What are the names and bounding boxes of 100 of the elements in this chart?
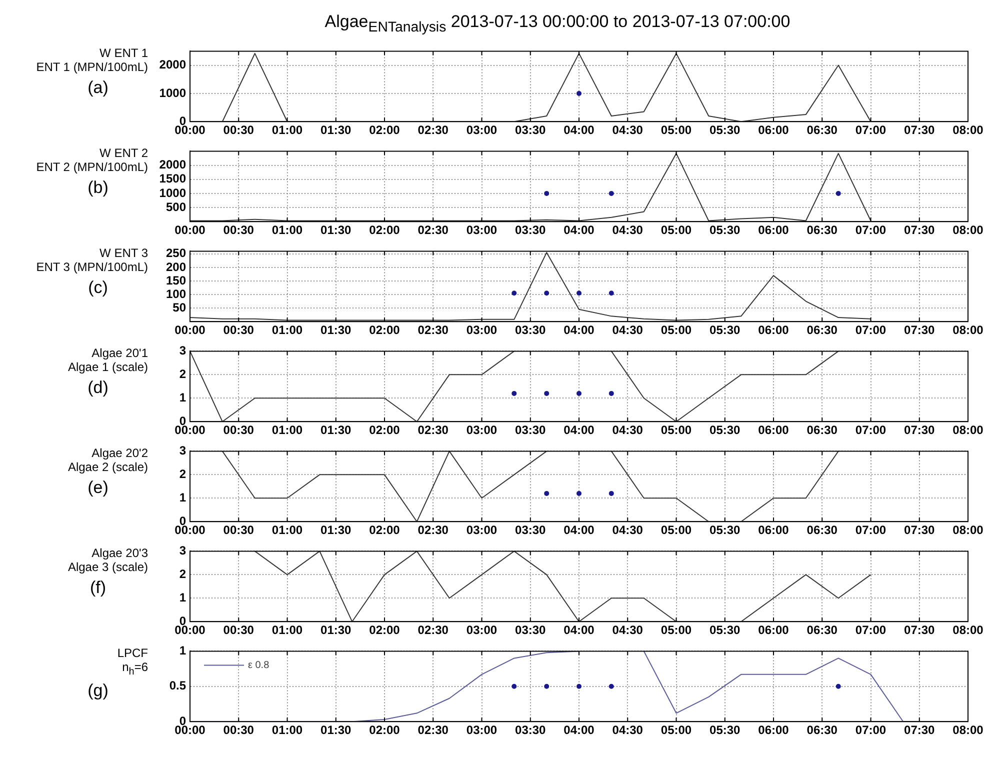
x-tick-label: 03:00 [466, 223, 498, 238]
x-tick-label: 05:30 [710, 523, 741, 538]
x-tick-label: 02:00 [369, 423, 400, 438]
x-tick-label: 08:00 [952, 623, 984, 638]
x-tick-label: 06:30 [806, 223, 838, 238]
x-tick-label: 01:30 [320, 123, 352, 138]
x-tick-label: 06:00 [758, 523, 790, 538]
x-tick-label: 03:30 [515, 523, 546, 538]
x-tick-label: 03:00 [466, 523, 498, 538]
x-tick-label: 06:00 [758, 623, 790, 638]
text: (e) [86, 478, 110, 498]
x-tick-label: 07:00 [855, 223, 886, 238]
x-tick-label: 06:00 [758, 223, 790, 238]
x-tick-label: 01:30 [320, 423, 352, 438]
x-tick-label: 02:00 [369, 523, 400, 538]
y-tick-label: 1500 [159, 172, 186, 186]
x-tick-label: 00:30 [223, 423, 254, 438]
x-tick-label: 08:00 [952, 723, 984, 738]
x-tick-label: 06:30 [806, 123, 838, 138]
x-tick-label: 07:00 [855, 523, 886, 538]
x-tick-label: 04:00 [564, 223, 595, 238]
x-tick-label: 04:00 [564, 623, 595, 638]
x-tick-label: 01:00 [272, 723, 303, 738]
x-tick-label: 05:00 [660, 723, 692, 738]
x-tick-label: 02:30 [418, 623, 449, 638]
x-tick-label: 03:00 [466, 723, 498, 738]
x-tick-label: 00:30 [223, 623, 254, 638]
x-tick-label: 07:30 [904, 223, 936, 238]
y-tick-label: 3 [179, 344, 186, 358]
x-tick-label: 02:00 [369, 223, 400, 238]
y-tick-label: 1 [179, 490, 186, 504]
x-tick-label: 04:30 [612, 123, 644, 138]
x-tick-label: 01:00 [272, 423, 303, 438]
x-tick-label: 04:30 [612, 623, 644, 638]
x-tick-label: 03:30 [515, 623, 546, 638]
x-tick-label: 01:30 [320, 723, 352, 738]
x-tick-label: 01:00 [272, 523, 303, 538]
x-tick-label: 07:00 [855, 323, 886, 338]
x-tick-label: 07:30 [904, 123, 936, 138]
x-tick-label: 07:30 [904, 623, 936, 638]
y-tick-label: 200 [166, 260, 186, 274]
x-tick-label: 03:30 [515, 423, 546, 438]
y-axis-title: Algae 20'2 Algae 2 (scale) [66, 446, 148, 474]
x-tick-label: 02:00 [369, 623, 400, 638]
y-tick-label: 50 [172, 300, 186, 314]
x-tick-label: 03:30 [515, 323, 546, 338]
x-tick-label: 01:30 [320, 223, 352, 238]
x-tick-label: 03:00 [466, 623, 498, 638]
x-tick-label: 05:30 [710, 223, 741, 238]
x-tick-label: 07:00 [855, 423, 886, 438]
y-tick-label: 2 [179, 366, 186, 381]
x-tick-label: 05:30 [710, 723, 741, 738]
y-tick-label: 1 [179, 644, 186, 658]
x-tick-label: 06:30 [806, 323, 838, 338]
x-tick-label: 07:30 [904, 323, 936, 338]
y-tick-label: 1 [179, 390, 186, 404]
x-tick-label: 04:00 [564, 723, 595, 738]
x-tick-label: 03:00 [466, 123, 498, 138]
y-tick-label: 150 [166, 273, 186, 288]
x-tick-label: 05:30 [710, 423, 741, 438]
x-tick-label: 08:00 [952, 223, 984, 238]
x-tick-label: 06:00 [758, 323, 790, 338]
y-tick-label: 3 [179, 544, 186, 558]
y-tick-label: 500 [166, 200, 186, 214]
x-tick-label: 06:30 [806, 423, 838, 438]
x-tick-label: 00:00 [174, 223, 206, 238]
y-axis-title: W ENT 1 ENT 1 (MPN/100mL) [35, 46, 148, 74]
x-tick-label: 08:00 [952, 323, 984, 338]
x-tick-label: 08:00 [952, 423, 984, 438]
x-tick-label: 01:00 [272, 623, 303, 638]
y-tick-label: 1 [179, 590, 186, 604]
x-tick-label: 03:30 [515, 223, 546, 238]
y-tick-label: 2 [179, 566, 186, 581]
x-tick-label: 00:30 [223, 123, 254, 138]
x-tick-label: 08:00 [952, 123, 984, 138]
x-tick-label: 04:30 [612, 723, 644, 738]
x-tick-label: 05:00 [660, 323, 692, 338]
x-tick-label: 02:30 [418, 423, 449, 438]
x-tick-label: 01:00 [272, 123, 303, 138]
x-tick-label: 05:30 [710, 323, 741, 338]
x-tick-label: 00:00 [174, 323, 206, 338]
chart-title: Algae$_{ENTanalysis}$ 2013-07-13 00:00:00 to 2013-07-13 07:00:00 [324, 11, 792, 38]
x-tick-label: 02:30 [418, 323, 449, 338]
y-tick-label: 250 [166, 246, 186, 260]
x-tick-label: 04:30 [612, 423, 644, 438]
x-tick-label: 06:30 [806, 723, 838, 738]
x-tick-label: 05:00 [660, 123, 692, 138]
x-tick-label: 07:00 [855, 623, 886, 638]
x-tick-label: 06:30 [806, 523, 838, 538]
x-tick-label: 02:00 [369, 723, 400, 738]
x-tick-label: 06:00 [758, 123, 790, 138]
x-tick-label: 05:30 [710, 623, 741, 638]
x-tick-label: 04:00 [564, 123, 595, 138]
x-tick-label: 06:30 [806, 623, 838, 638]
x-tick-label: 03:00 [466, 423, 498, 438]
text: (g) [86, 681, 110, 702]
x-tick-label: 00:30 [223, 223, 254, 238]
x-tick-label: 04:30 [612, 523, 644, 538]
legend-label: ε 0.8 [248, 660, 270, 671]
y-axis-title: W ENT 2 ENT 2 (MPN/100mL) [35, 146, 148, 174]
